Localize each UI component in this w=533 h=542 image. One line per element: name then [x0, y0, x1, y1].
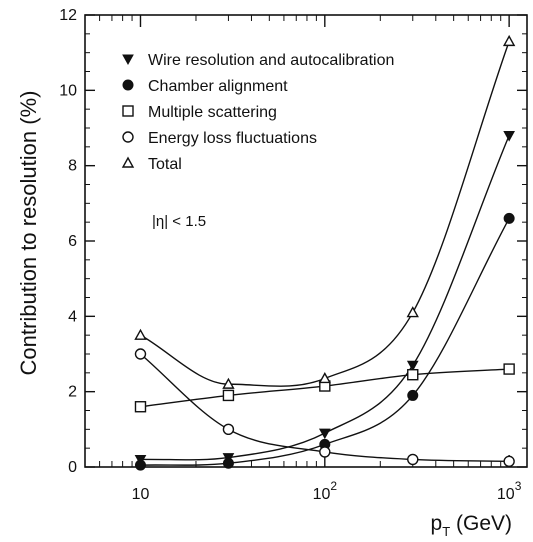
data-point-total: [318, 372, 332, 384]
legend-marker-multiple-scattering: [122, 105, 134, 117]
data-point-total: [222, 377, 235, 389]
series-line-wire-resolution-and-autocalibration: [140, 135, 510, 461]
y-tick-label: 10: [59, 82, 77, 99]
data-point-energy-loss-fluctuations: [134, 348, 147, 360]
data-point-chamber-alignment: [222, 457, 234, 469]
x-axis-label-unit: (GeV): [450, 512, 512, 535]
data-point-total: [502, 34, 516, 47]
data-point-energy-loss-fluctuations: [222, 423, 235, 436]
series-line-chamber-alignment: [140, 218, 510, 466]
y-axis-label: Contribution to resolution (%): [16, 91, 41, 376]
data-point-multiple-scattering: [503, 363, 515, 375]
y-tick-label: 8: [68, 158, 77, 175]
data-point-wire-resolution-and-autocalibration: [406, 360, 419, 372]
x-axis-label: pT (GeV): [431, 512, 512, 539]
legend-label: Total: [148, 156, 182, 173]
annotation: |η| < 1.5: [152, 213, 206, 230]
y-tick-label: 0: [68, 459, 77, 476]
data-point-energy-loss-fluctuations: [407, 453, 419, 466]
data-point-wire-resolution-and-autocalibration: [503, 131, 515, 142]
legend-label: Wire resolution and autocalibration: [148, 52, 394, 69]
data-point-chamber-alignment: [134, 459, 146, 471]
legend-label: Energy loss fluctuations: [148, 130, 317, 147]
data-point-chamber-alignment: [407, 389, 419, 401]
series-line-total: [140, 41, 510, 387]
legend-marker-chamber-alignment: [122, 79, 134, 91]
axes: 0 2 4 6 8 10 12 10 102 103: [59, 7, 528, 503]
y-tick-label: 2: [68, 384, 77, 401]
data-point-multiple-scattering: [222, 389, 235, 402]
data-point-energy-loss-fluctuations: [319, 446, 331, 458]
data-point-wire-resolution-and-autocalibration: [318, 428, 331, 440]
legend-marker-total: [121, 156, 135, 168]
data-point-chamber-alignment: [503, 212, 515, 224]
x-axis-label-main: p: [431, 512, 443, 535]
data-point-total: [134, 328, 147, 340]
data-point-total: [406, 306, 419, 318]
y-tick-label: 6: [68, 233, 77, 250]
data-point-multiple-scattering: [407, 369, 419, 381]
legend-marker-energy-loss-fluctuations: [122, 131, 134, 143]
y-tick-label: 4: [68, 308, 77, 325]
x-axis-label-sub: T: [442, 524, 450, 539]
x-tick-label: 103: [497, 479, 522, 503]
legend-label: Multiple scattering: [148, 104, 277, 121]
legend-marker-wire-resolution-and-autocalibration: [122, 54, 134, 66]
x-tick-label: 102: [313, 479, 338, 503]
legend-label: Chamber alignment: [148, 78, 288, 95]
legend: Wire resolution and autocalibration Chamb…: [121, 52, 394, 173]
markers: [134, 34, 516, 471]
data-point-energy-loss-fluctuations: [503, 455, 515, 468]
data-point-multiple-scattering: [134, 401, 147, 413]
y-tick-label: 12: [59, 7, 77, 24]
x-tick-label: 10: [132, 486, 150, 503]
